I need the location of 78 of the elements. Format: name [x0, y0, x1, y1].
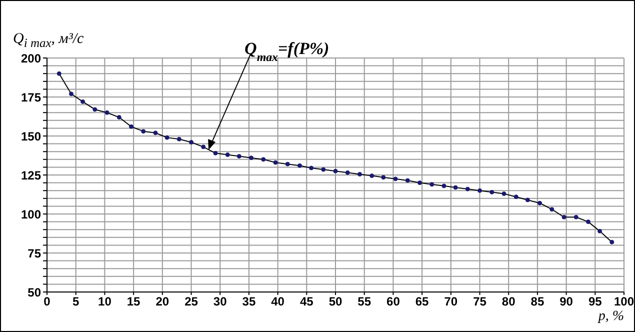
point — [236, 154, 242, 159]
y-tick-label: 100 — [20, 207, 42, 222]
point — [357, 172, 362, 176]
point — [153, 130, 158, 136]
point — [417, 180, 422, 186]
point — [405, 178, 410, 183]
y-tick-label: 50 — [28, 285, 42, 300]
annotation: Q$_{max}$=f(P%) — [244, 39, 330, 64]
x-tick-label: 55 — [358, 294, 372, 309]
point — [393, 176, 398, 182]
point — [490, 190, 494, 194]
point — [56, 71, 62, 76]
point — [116, 115, 122, 120]
point — [538, 200, 542, 206]
point — [514, 194, 518, 200]
point — [598, 228, 602, 234]
y-tick-label: 75 — [28, 246, 42, 260]
x-tick-label: 15 — [126, 294, 141, 309]
point — [525, 198, 530, 202]
point — [465, 186, 470, 192]
point — [345, 170, 350, 175]
y-tick-label: 200 — [20, 51, 42, 66]
point — [164, 135, 170, 140]
point — [104, 110, 110, 115]
y-tick-label: 175 — [20, 90, 42, 104]
y-tick-label: 125 — [20, 168, 42, 182]
x-tick-label: 50 — [328, 294, 342, 309]
point — [453, 185, 458, 190]
point — [321, 167, 326, 172]
point — [333, 168, 338, 174]
point — [430, 182, 434, 187]
x-tick-label: 65 — [415, 294, 430, 309]
point — [201, 144, 206, 150]
point — [80, 99, 86, 104]
point — [586, 220, 590, 224]
point — [249, 156, 254, 160]
x-axis-title: p, % — [598, 309, 624, 325]
x-tick-label: 20 — [156, 294, 170, 309]
point — [297, 163, 302, 168]
point — [370, 174, 374, 178]
point — [128, 124, 134, 129]
x-tick-label: 80 — [502, 294, 516, 309]
x-tick-label: 60 — [386, 294, 400, 309]
y-tick-label: 150 — [20, 129, 42, 144]
point — [381, 175, 386, 180]
point — [141, 129, 146, 134]
x-tick-label: 90 — [560, 294, 574, 309]
x-tick-label: 75 — [473, 294, 487, 309]
x-tick-label: 70 — [444, 294, 458, 309]
x-tick-label: 100 — [614, 294, 634, 309]
point — [442, 184, 446, 188]
point — [574, 214, 578, 220]
x-tick-label: 95 — [588, 294, 602, 309]
point — [562, 214, 566, 220]
x-tick-label: 40 — [271, 294, 285, 309]
y-axis-title: Q$_{i max}$, м³/с — [13, 31, 84, 51]
point — [502, 191, 506, 196]
point — [478, 188, 482, 193]
point — [273, 160, 278, 165]
point — [176, 136, 182, 142]
point — [92, 107, 98, 112]
point — [225, 152, 230, 157]
x-tick-label: 0 — [44, 294, 51, 309]
x-tick-label: 35 — [242, 294, 256, 309]
x-tick-label: 25 — [184, 294, 198, 309]
point — [261, 157, 266, 162]
x-tick-label: 5 — [72, 294, 80, 309]
point — [189, 140, 194, 144]
x-tick-label: 85 — [530, 294, 544, 309]
x-tick-label: 10 — [98, 294, 112, 309]
point — [68, 92, 74, 96]
x-tick-label: 45 — [300, 294, 314, 309]
point — [550, 207, 554, 212]
point — [610, 240, 614, 244]
point — [309, 166, 314, 170]
point — [285, 162, 290, 166]
point — [213, 150, 218, 156]
x-tick-label: 30 — [213, 294, 228, 309]
